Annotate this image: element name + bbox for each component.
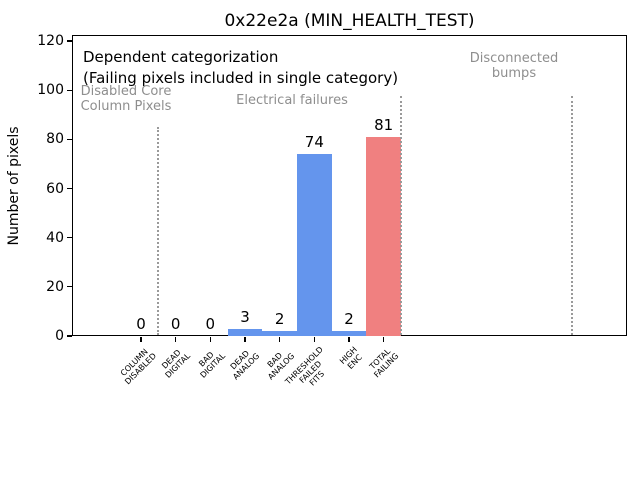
bar-value-label: 74 — [304, 133, 324, 152]
y-tick-mark — [67, 40, 72, 42]
y-tick-mark — [67, 237, 72, 239]
annotation-disconnected-bumps: Disconnected bumps — [469, 51, 559, 81]
bar — [366, 136, 401, 336]
bar-value-label: 0 — [136, 315, 146, 333]
chart-title: 0x22e2a (MIN_HEALTH_TEST) — [224, 11, 475, 31]
x-tick-mark — [244, 336, 246, 342]
y-tick-label: 40 — [46, 229, 64, 246]
y-tick-mark — [67, 286, 72, 288]
x-tick-label: TOTAL FAILING — [367, 346, 401, 380]
region-separator-line — [157, 127, 160, 335]
bar-value-label: 81 — [374, 115, 394, 134]
x-tick-label: COLUMN DISABLED — [118, 347, 158, 387]
bar — [297, 154, 332, 336]
x-tick-label: DEAD DIGITAL — [160, 347, 193, 380]
x-tick-label: BAD DIGITAL — [197, 350, 228, 380]
annotation-electrical-failures: Electrical failures — [236, 93, 348, 108]
x-tick-label: DEAD ANALOG — [229, 348, 262, 382]
x-tick-label: HIGH ENC — [338, 345, 365, 371]
bar — [227, 328, 263, 336]
bar-value-label: 2 — [344, 310, 354, 329]
annotation-disabled-core-column-pixels: Disabled Core Column Pixels — [80, 84, 172, 114]
bar — [331, 331, 367, 336]
y-tick-label: 80 — [46, 131, 64, 148]
plot-area — [72, 35, 627, 336]
y-tick-mark — [67, 335, 72, 337]
y-tick-label: 60 — [46, 180, 64, 197]
y-tick-label: 100 — [37, 82, 64, 99]
bar-value-label: 2 — [274, 310, 285, 329]
x-tick-mark — [383, 336, 385, 342]
region-separator-line — [571, 96, 574, 335]
x-tick-mark — [175, 336, 177, 342]
y-tick-label: 20 — [46, 278, 64, 295]
annotation-dependent-categorization: Dependent categorization (Failing pixels… — [83, 48, 399, 87]
bar — [262, 331, 297, 336]
y-tick-label: 0 — [55, 328, 64, 344]
x-tick-mark — [313, 336, 315, 342]
bar-value-label: 0 — [170, 315, 181, 333]
y-tick-mark — [67, 89, 72, 91]
y-tick-mark — [67, 187, 72, 190]
x-tick-mark — [209, 336, 211, 342]
x-tick-mark — [348, 336, 350, 342]
y-tick-label: 120 — [37, 33, 64, 50]
y-tick-mark — [67, 138, 72, 140]
x-tick-mark — [140, 336, 142, 342]
bar-value-label: 3 — [240, 307, 250, 326]
region-separator-line — [400, 96, 403, 335]
x-tick-mark — [279, 336, 281, 342]
bar-value-label: 0 — [205, 315, 216, 333]
